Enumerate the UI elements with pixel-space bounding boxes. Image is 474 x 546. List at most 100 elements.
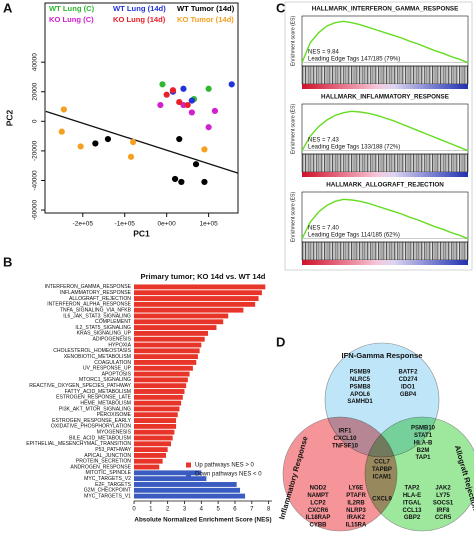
hit-barcode: [301, 65, 469, 85]
category-label: G2M_CHECKPOINT: [84, 488, 131, 494]
gene-label: HLA-E: [403, 493, 421, 499]
gene-label: IL2RB: [347, 500, 365, 506]
legend-entry: WT Lung (14d): [113, 4, 166, 13]
bar: [134, 307, 244, 313]
point: [176, 98, 183, 106]
gene-label: ICAM1: [373, 474, 392, 480]
point: [188, 109, 195, 116]
annotation: Leading Edge Tags 114/185 (62%): [308, 233, 400, 239]
category-label: APICAL_JUNCTION: [84, 453, 131, 459]
category-label: ANDROGEN_RESPONSE: [70, 464, 131, 470]
legend-swatch: [186, 471, 191, 477]
category-label: OXIDATIVE_PHOSPHORYLATION: [51, 424, 131, 430]
bar: [134, 418, 177, 423]
x-tick-label: 6: [233, 507, 237, 513]
point: [77, 143, 84, 150]
x-axis-label: Absolute Normalized Enrichment Score (NE…: [134, 517, 271, 524]
category-label: HYPOXIA: [108, 342, 131, 348]
point: [58, 128, 65, 135]
category-label: COAGULATION: [94, 360, 131, 366]
bar: [134, 452, 166, 458]
gene-label: IRF8: [436, 508, 450, 514]
x-tick-label: -1e+05: [115, 221, 136, 228]
gene-label: LY75: [436, 493, 450, 499]
category-label: APOPTOSIS: [102, 371, 132, 377]
panel-letter: B: [3, 254, 12, 269]
plot-frame: [44, 2, 239, 214]
plot-title: HALLMARK_INTERFERON_GAMMA_RESPONSE: [312, 6, 459, 13]
gene-label: SAMHD1: [347, 399, 373, 405]
gene-label: CCL7: [374, 460, 390, 466]
bar: [134, 435, 173, 441]
bar: [134, 464, 160, 470]
gene-label: TNFSF10: [332, 443, 359, 449]
panel-letter: D: [276, 334, 285, 349]
annotation: NES = 7.43: [308, 138, 340, 144]
category-label: INFLAMMATORY_RESPONSE: [60, 290, 132, 296]
category-label: P53_PATHWAY: [95, 447, 131, 453]
x-tick-label: 3: [183, 507, 187, 513]
bar: [134, 423, 177, 429]
gene-label: APOL6: [350, 392, 371, 398]
point: [205, 85, 212, 92]
gene-label: CXCL9: [372, 497, 392, 503]
bar: [134, 400, 182, 406]
gene-label: B2M: [417, 448, 430, 454]
gene-label: CYBB: [309, 523, 327, 529]
x-tick-label: 2: [166, 507, 170, 513]
category-label: KRAS_SIGNALING_UP: [77, 331, 132, 337]
point: [159, 81, 166, 88]
category-label: REACTIVE_OXYGEN_SPECIES_PATHWAY: [29, 383, 131, 389]
x-tick-label: 1: [149, 507, 153, 513]
gene-label: ITGAL: [403, 500, 421, 506]
gene-label: CXCL10: [333, 436, 357, 442]
category-label: PROTEIN_SECRETION: [76, 459, 132, 465]
bar: [134, 394, 183, 400]
gene-label: PSMB8: [350, 384, 371, 390]
set-label: IFN-Gamma Response: [341, 351, 422, 360]
bar: [134, 441, 172, 447]
gene-label: TAPBP: [372, 467, 392, 473]
rank-colorbar: [302, 84, 468, 89]
panel-letter: A: [3, 0, 13, 15]
y-tick-label: 20000: [32, 82, 39, 100]
point: [176, 135, 183, 143]
es-curve: [301, 20, 469, 64]
gene-label: LY6E: [349, 486, 363, 492]
category-label: MYC_TARGETS_V2: [84, 476, 131, 482]
hit-barcode: [301, 241, 469, 261]
x-tick-label: 0e+00: [158, 221, 177, 228]
gene-label: IL15RA: [346, 523, 367, 529]
bar: [134, 429, 175, 435]
bar: [134, 330, 209, 336]
category-label: E2F_TARGETS: [95, 482, 131, 488]
point: [184, 101, 191, 109]
es-curve: [301, 198, 469, 240]
chart-title: Primary tumor; KO 14d vs. WT 14d: [141, 272, 266, 281]
point: [188, 97, 195, 104]
point: [60, 106, 67, 113]
gene-label: STAT1: [414, 433, 433, 439]
y-tick-label: 0: [32, 119, 39, 123]
bar: [134, 493, 246, 499]
rank-colorbar: [302, 172, 468, 177]
x-tick-label: 4: [200, 507, 204, 513]
gene-label: IRF1: [338, 429, 352, 435]
category-label: ESTROGEN_RESPONSE_LATE: [56, 395, 132, 401]
gene-label: NAMPT: [307, 493, 329, 499]
legend-entry: KO Lung (C): [49, 15, 94, 24]
bar: [134, 365, 193, 371]
gene-label: LCP2: [310, 500, 326, 506]
category-label: PI3K_AKT_MTOR_SIGNALING: [59, 406, 131, 412]
gene-label: PTAFR: [346, 493, 366, 499]
bar: [134, 290, 262, 296]
legend-entry: WT Tumor (14d): [177, 4, 235, 13]
category-label: HEME_METABOLISM: [80, 400, 131, 406]
gene-label: IDO1: [401, 384, 416, 390]
category-label: INTERFERON_GAMMA_RESPONSE: [45, 284, 132, 290]
gene-label: IL18RAP: [306, 515, 331, 521]
bar: [134, 342, 202, 348]
bar: [134, 296, 259, 301]
panel-letter: C: [276, 0, 286, 15]
